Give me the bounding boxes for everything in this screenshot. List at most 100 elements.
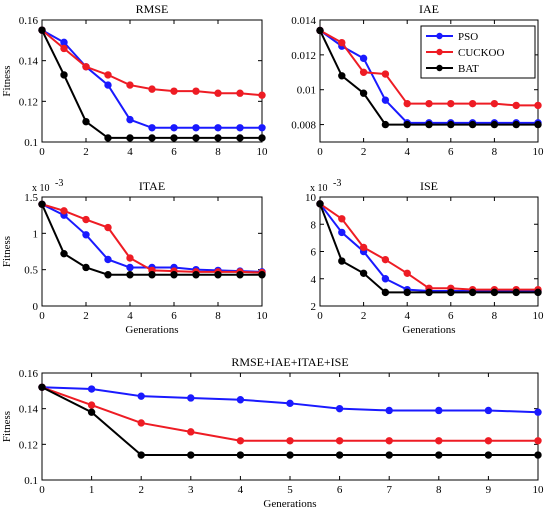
data-point-pso: [104, 255, 112, 264]
data-point-bat: [335, 451, 344, 459]
y-tick-label: 2: [311, 301, 317, 313]
data-point-bat: [258, 134, 266, 142]
chart-title: IAE: [419, 2, 439, 16]
data-point-cuckoo: [403, 269, 411, 277]
data-point-cuckoo: [286, 437, 294, 445]
data-point-bat: [534, 451, 542, 459]
data-point-bat: [286, 451, 294, 459]
data-point-bat: [126, 134, 134, 142]
series-line-pso: [319, 203, 538, 293]
data-point-cuckoo: [359, 243, 368, 252]
data-point-pso: [338, 228, 346, 237]
data-point-pso: [534, 408, 542, 416]
legend-marker-bat: [436, 64, 443, 72]
series-line-cuckoo: [319, 202, 538, 291]
data-point-cuckoo: [236, 89, 244, 97]
x-tick-label: 9: [486, 484, 492, 496]
data-point-bat: [385, 451, 393, 459]
data-point-cuckoo: [425, 99, 433, 108]
data-point-bat: [187, 451, 195, 459]
series-line-cuckoo: [41, 203, 263, 274]
data-point-bat: [236, 271, 244, 279]
y-tick-label: 0.008: [291, 120, 316, 132]
x-tick-label: 8: [215, 146, 221, 158]
data-point-bat: [87, 408, 96, 416]
data-point-cuckoo: [403, 99, 411, 108]
data-point-pso: [435, 406, 443, 415]
data-point-bat: [38, 383, 46, 391]
plot-area: [319, 19, 539, 143]
chart-title: ITAE: [139, 179, 165, 193]
data-point-bat: [192, 271, 200, 279]
x-tick-label: 8: [492, 310, 498, 322]
legend-entry-pso: PSO: [458, 31, 478, 43]
data-point-cuckoo: [335, 437, 344, 445]
data-point-bat: [403, 288, 411, 297]
data-point-cuckoo: [87, 401, 96, 409]
data-point-bat: [148, 134, 156, 142]
x-tick-label: 6: [448, 146, 454, 158]
data-point-cuckoo: [236, 437, 245, 445]
y-tick-label: 6: [311, 247, 317, 259]
data-point-cuckoo: [170, 87, 178, 95]
legend-marker-cuckoo: [436, 48, 443, 56]
y-axis-label: Fitness: [1, 411, 13, 442]
data-point-cuckoo: [338, 38, 346, 47]
x-axis-label: Generations: [263, 498, 316, 510]
x-axis-label: Generations: [402, 324, 455, 336]
y-tick-label: 0.014: [291, 15, 316, 27]
data-point-bat: [381, 120, 390, 129]
data-point-bat: [316, 200, 324, 208]
data-point-bat: [447, 288, 455, 297]
data-point-bat: [192, 134, 200, 142]
data-point-bat: [425, 120, 433, 129]
plot-area: [41, 19, 263, 143]
x-tick-label: 2: [83, 146, 89, 158]
data-point-cuckoo: [447, 99, 455, 108]
data-point-pso: [286, 399, 294, 408]
x-tick-label: 2: [361, 146, 367, 158]
x-tick-label: 4: [404, 310, 410, 322]
data-point-bat: [468, 120, 477, 129]
plot-area: [41, 372, 539, 481]
legend-entry-bat: BAT: [458, 63, 479, 75]
x-tick-label: 2: [83, 310, 89, 322]
data-point-cuckoo: [192, 87, 200, 95]
data-point-pso: [148, 124, 156, 132]
y-tick-label: 0.1: [24, 475, 38, 487]
data-point-pso: [236, 124, 244, 132]
data-point-pso: [335, 404, 344, 413]
x-tick-label: 6: [171, 310, 177, 322]
chart-itae: 0 2 4 6 8 10 0 0.5 1 1.5 ITAE Generations Fitness x 1…: [1, 178, 268, 336]
x-tick-label: 6: [337, 484, 343, 496]
y-tick-label: 0.16: [19, 15, 39, 27]
y-tick-label: 0.12: [19, 96, 38, 108]
legend-marker-pso: [436, 32, 443, 40]
y-tick-label: 0.1: [24, 137, 38, 149]
x-tick-label: 7: [386, 484, 392, 496]
data-point-pso: [170, 124, 178, 132]
x-tick-label: 10: [257, 310, 269, 322]
data-point-cuckoo: [104, 223, 112, 232]
data-point-cuckoo: [82, 215, 90, 224]
y-tick-label: 0.16: [19, 368, 39, 380]
x-tick-label: 0: [317, 310, 323, 322]
data-point-pso: [104, 81, 112, 89]
x-tick-label: 1: [89, 484, 95, 496]
x-tick-label: 10: [257, 146, 269, 158]
data-point-cuckoo: [126, 254, 134, 262]
data-point-pso: [87, 385, 96, 393]
data-point-bat: [316, 26, 324, 35]
y-tick-label: 10: [305, 192, 317, 204]
data-point-cuckoo: [82, 63, 90, 71]
data-point-bat: [214, 134, 222, 142]
y-tick-label: 0.12: [19, 439, 38, 451]
x-tick-label: 2: [138, 484, 144, 496]
data-point-bat: [447, 120, 455, 129]
data-point-bat: [534, 288, 542, 297]
data-point-bat: [82, 263, 90, 272]
data-point-bat: [170, 271, 178, 279]
data-point-cuckoo: [359, 68, 368, 76]
x-tick-label: 8: [215, 310, 221, 322]
